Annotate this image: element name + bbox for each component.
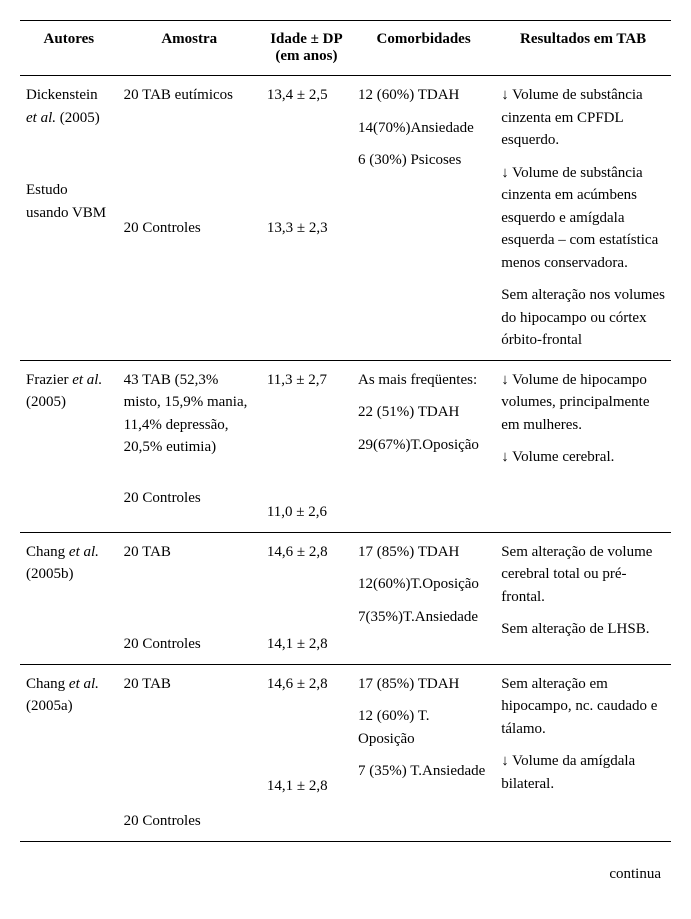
- continua-label: continua: [20, 866, 671, 883]
- table-row: Frazier et al. (2005) 43 TAB (52,3% mist…: [20, 360, 671, 532]
- header-comorbidades: Comorbidades: [352, 21, 495, 76]
- cell-amostra: 20 TAB 20 Controles: [118, 664, 261, 841]
- cell-idade: 13,4 ± 2,5 13,3 ± 2,3: [261, 76, 352, 361]
- cell-resultados: ↓ Volume de substância cinzenta em CPFDL…: [495, 76, 671, 361]
- cell-comorbidades: As mais freqüentes: 22 (51%) TDAH 29(67%…: [352, 360, 495, 532]
- cell-autores: Frazier et al. (2005): [20, 360, 118, 532]
- cell-resultados: Sem alteração de volume cerebral total o…: [495, 532, 671, 664]
- data-table: Autores Amostra Idade ± DP (em anos) Com…: [20, 20, 671, 842]
- table-row: Chang et al. (2005a) 20 TAB 20 Controles…: [20, 664, 671, 841]
- header-amostra: Amostra: [118, 21, 261, 76]
- cell-resultados: Sem alteração em hipocampo, nc. caudado …: [495, 664, 671, 841]
- header-autores: Autores: [20, 21, 118, 76]
- cell-idade: 14,6 ± 2,8 14,1 ± 2,8: [261, 664, 352, 841]
- cell-idade: 11,3 ± 2,7 11,0 ± 2,6: [261, 360, 352, 532]
- cell-amostra: 20 TAB 20 Controles: [118, 532, 261, 664]
- cell-amostra: 20 TAB eutímicos 20 Controles: [118, 76, 261, 361]
- table-row: Chang et al. (2005b) 20 TAB 20 Controles…: [20, 532, 671, 664]
- cell-idade: 14,6 ± 2,8 14,1 ± 2,8: [261, 532, 352, 664]
- cell-resultados: ↓ Volume de hipocampo volumes, principal…: [495, 360, 671, 532]
- cell-comorbidades: 17 (85%) TDAH 12(60%)T.Oposição 7(35%)T.…: [352, 532, 495, 664]
- table-row: Dickenstein et al. (2005) Estudo usando …: [20, 76, 671, 361]
- cell-autores: Chang et al. (2005a): [20, 664, 118, 841]
- cell-autores: Dickenstein et al. (2005) Estudo usando …: [20, 76, 118, 361]
- header-idade: Idade ± DP (em anos): [261, 21, 352, 76]
- cell-amostra: 43 TAB (52,3% misto, 15,9% mania, 11,4% …: [118, 360, 261, 532]
- cell-comorbidades: 12 (60%) TDAH 14(70%)Ansiedade 6 (30%) P…: [352, 76, 495, 361]
- cell-comorbidades: 17 (85%) TDAH 12 (60%) T. Oposição 7 (35…: [352, 664, 495, 841]
- header-resultados: Resultados em TAB: [495, 21, 671, 76]
- cell-autores: Chang et al. (2005b): [20, 532, 118, 664]
